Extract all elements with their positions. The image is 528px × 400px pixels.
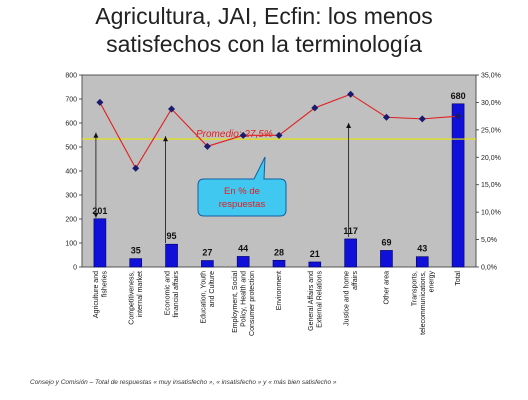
right-tick-label-3: 15,0% (481, 182, 501, 189)
bar-value-label-1: 35 (131, 246, 141, 256)
category-label-7: Justice and home affairs (344, 271, 360, 326)
percent-point-3 (203, 142, 211, 150)
category-label-1: Competitiveness, internal market (129, 271, 145, 325)
left-tick-label-3: 300 (65, 193, 77, 200)
plot-area (81, 74, 477, 268)
chart-title: Agricultura, JAI, Ecfin: los menos satis… (0, 2, 528, 58)
callout-line-1: En % de (224, 186, 260, 197)
left-tick-label-4: 400 (65, 169, 77, 176)
right-tick-label-7: 35,0% (481, 73, 501, 80)
category-label-0: Agriculture and fisheries (93, 271, 109, 319)
left-tick-label-5: 500 (65, 145, 77, 152)
bar-value-label-7: 117 (343, 226, 358, 236)
bar-2 (165, 243, 178, 268)
percent-point-10 (454, 112, 462, 120)
percent-point-0 (96, 98, 104, 106)
arrow-justice-head (346, 123, 352, 128)
title-line-1: Agricultura, JAI, Ecfin: los menos (95, 3, 433, 29)
percent-point-6 (311, 104, 319, 112)
category-label-6: General Affairs and External Relations (308, 271, 324, 331)
percent-point-2 (168, 105, 176, 113)
bar-4 (236, 256, 250, 268)
bar-value-label-6: 21 (310, 249, 320, 259)
bar-value-label-4: 44 (238, 243, 248, 253)
category-label-4: Employment, Social Policy, Health and Cons… (232, 271, 256, 336)
percent-point-7 (347, 90, 355, 98)
bar-value-label-8: 69 (381, 237, 391, 247)
percent-point-5 (275, 131, 283, 139)
bar-value-label-10: 680 (451, 91, 466, 101)
category-label-9: Transports, telecommunications, energy (411, 271, 435, 335)
left-tick-label-6: 600 (65, 121, 77, 128)
right-tick-label-6: 30,0% (481, 100, 501, 107)
left-tick-label-1: 100 (65, 241, 77, 248)
percent-point-9 (418, 115, 426, 123)
left-tick-label-0: 0 (73, 265, 77, 272)
category-label-8: Other area (383, 271, 390, 305)
left-tick-label-8: 800 (65, 73, 77, 80)
right-tick-label-4: 20,0% (481, 155, 501, 162)
bar-8 (380, 250, 393, 268)
title-line-2: satisfechos con la terminología (106, 31, 422, 57)
bar-value-label-5: 28 (274, 247, 284, 257)
bar-1 (129, 258, 143, 268)
arrow-economic-head (163, 136, 169, 142)
bar-value-label-0: 201 (92, 206, 107, 216)
bar-0 (93, 218, 107, 268)
category-label-10: Total (455, 271, 462, 286)
left-tick-label-7: 700 (65, 97, 77, 104)
percent-point-8 (382, 113, 390, 121)
bar-9 (415, 256, 429, 268)
callout-bubble (197, 156, 287, 217)
category-label-3: Education, Youth and Culture (200, 271, 216, 324)
left-tick-label-2: 200 (65, 217, 77, 224)
arrow-agriculture-down-head (93, 212, 99, 218)
bar-value-label-3: 27 (202, 248, 212, 258)
bar-3 (201, 260, 214, 268)
percent-point-4 (239, 131, 247, 139)
right-tick-label-0: 0,0% (481, 265, 497, 272)
bar-10 (451, 103, 465, 268)
category-label-5: Environment (276, 271, 283, 310)
bar-value-label-2: 95 (167, 231, 177, 241)
footer-note: Consejo y Comisión – Total de respuestas… (30, 379, 337, 386)
average-label: Promedio: 27,5% (196, 129, 273, 140)
percent-point-1 (132, 164, 140, 172)
category-label-2: Economic and financial affairs (165, 271, 181, 318)
bar-5 (272, 259, 286, 268)
bar-6 (308, 261, 322, 268)
arrow-agriculture-up-head (93, 132, 99, 138)
right-tick-label-5: 25,0% (481, 127, 501, 134)
bar-7 (344, 238, 357, 268)
callout-line-2: respuestas (219, 199, 266, 210)
right-tick-label-2: 10,0% (481, 210, 501, 217)
right-tick-label-1: 5,0% (481, 237, 497, 244)
bar-value-label-9: 43 (417, 244, 427, 254)
